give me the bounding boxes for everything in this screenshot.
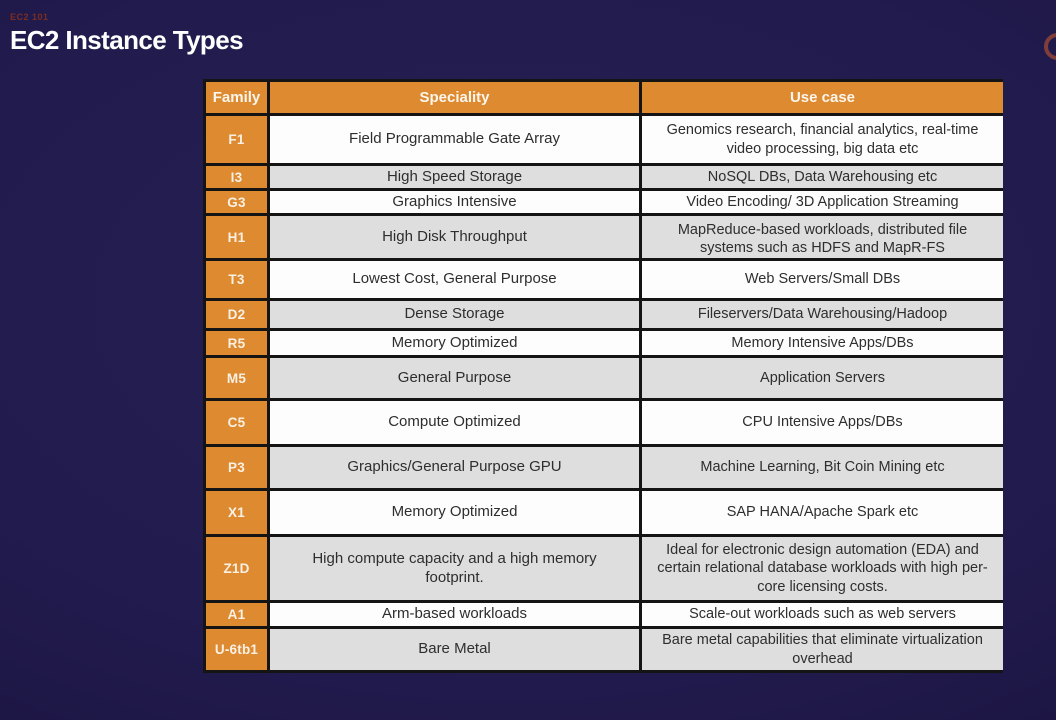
use-case-text: Scale-out workloads such as web servers	[689, 606, 956, 623]
speciality-text: High Speed Storage	[386, 167, 523, 185]
family-cell: I3	[203, 163, 270, 191]
table-row: Z1D High compute capacity and a high mem…	[203, 534, 1003, 603]
instance-types-table: Family Speciality Use case F1 Field Prog…	[203, 79, 1003, 673]
table-row: A1 Arm-based workloads Scale-out workloa…	[203, 600, 1003, 629]
use-case-cell: MapReduce-based workloads, distributed f…	[639, 213, 1003, 261]
family-cell: X1	[203, 488, 270, 537]
page-title: EC2 Instance Types	[10, 25, 244, 55]
speciality-cell: Field Programmable Gate Array	[267, 113, 642, 166]
table-row: T3 Lowest Cost, General Purpose Web Serv…	[203, 258, 1003, 301]
use-case-cell: SAP HANA/Apache Spark etc	[639, 488, 1003, 537]
table-header-row: Family Speciality Use case	[203, 79, 1003, 116]
table-row: U-6tb1 Bare Metal Bare metal capabilitie…	[203, 626, 1003, 673]
speciality-cell: High compute capacity and a high memory …	[267, 534, 642, 603]
family-cell: D2	[203, 298, 270, 331]
speciality-text: High Disk Throughput	[382, 227, 527, 245]
speciality-cell: Graphics/General Purpose GPU	[267, 444, 642, 491]
use-case-text: Ideal for electronic design automation (…	[657, 542, 988, 595]
instance-types-table-container: Family Speciality Use case F1 Field Prog…	[203, 79, 1003, 720]
speciality-cell: Dense Storage	[267, 298, 642, 331]
speciality-text: Graphics/General Purpose GPU	[347, 458, 562, 476]
table-body: F1 Field Programmable Gate Array Genomic…	[203, 113, 1003, 673]
use-case-text: Web Servers/Small DBs	[744, 271, 901, 288]
speciality-cell: Memory Optimized	[267, 488, 642, 537]
speciality-text: Memory Optimized	[391, 333, 518, 351]
use-case-text: NoSQL DBs, Data Warehousing etc	[707, 168, 938, 185]
column-header-use-case: Use case	[639, 79, 1003, 116]
use-case-text: SAP HANA/Apache Spark etc	[726, 504, 919, 521]
use-case-cell: NoSQL DBs, Data Warehousing etc	[639, 163, 1003, 191]
family-cell: M5	[203, 355, 270, 401]
speciality-cell: Memory Optimized	[267, 328, 642, 358]
column-header-speciality: Speciality	[267, 79, 642, 116]
table-row: P3 Graphics/General Purpose GPU Machine …	[203, 444, 1003, 491]
speciality-text: Field Programmable Gate Array	[349, 130, 560, 148]
table-row: M5 General Purpose Application Servers	[203, 355, 1003, 401]
use-case-cell: Memory Intensive Apps/DBs	[639, 328, 1003, 358]
use-case-cell: Application Servers	[639, 355, 1003, 401]
use-case-cell: Video Encoding/ 3D Application Streaming	[639, 188, 1003, 216]
use-case-cell: Web Servers/Small DBs	[639, 258, 1003, 301]
speciality-cell: Arm-based workloads	[267, 600, 642, 629]
column-header-family: Family	[203, 79, 270, 116]
partial-ring-logo-icon	[1044, 33, 1056, 60]
use-case-text: CPU Intensive Apps/DBs	[742, 414, 903, 431]
speciality-text: Dense Storage	[404, 305, 505, 323]
use-case-text: Video Encoding/ 3D Application Streaming	[686, 193, 959, 210]
use-case-text: Bare metal capabilities that eliminate v…	[662, 632, 983, 667]
family-cell: R5	[203, 328, 270, 358]
use-case-text: Genomics research, financial analytics, …	[666, 122, 979, 157]
speciality-cell: General Purpose	[267, 355, 642, 401]
use-case-text: Fileservers/Data Warehousing/Hadoop	[697, 306, 948, 323]
table-row: H1 High Disk Throughput MapReduce-based …	[203, 213, 1003, 261]
table-row: G3 Graphics Intensive Video Encoding/ 3D…	[203, 188, 1003, 216]
use-case-text: Memory Intensive Apps/DBs	[731, 334, 914, 351]
speciality-cell: Graphics Intensive	[267, 188, 642, 216]
speciality-text: High compute capacity and a high memory …	[312, 549, 597, 586]
use-case-cell: Scale-out workloads such as web servers	[639, 600, 1003, 629]
family-cell: U-6tb1	[203, 626, 270, 673]
use-case-cell: Fileservers/Data Warehousing/Hadoop	[639, 298, 1003, 331]
table-row: X1 Memory Optimized SAP HANA/Apache Spar…	[203, 488, 1003, 537]
speciality-text: Lowest Cost, General Purpose	[352, 270, 557, 288]
speciality-cell: Lowest Cost, General Purpose	[267, 258, 642, 301]
family-cell: G3	[203, 188, 270, 216]
course-eyebrow: EC2 101	[10, 12, 49, 22]
slide-header: EC2 101 EC2 Instance Types	[10, 12, 244, 56]
speciality-text: Arm-based workloads	[381, 605, 528, 623]
speciality-text: General Purpose	[397, 368, 512, 386]
family-cell: T3	[203, 258, 270, 301]
use-case-cell: Machine Learning, Bit Coin Mining etc	[639, 444, 1003, 491]
speciality-text: Bare Metal	[418, 640, 491, 658]
speciality-cell: Compute Optimized	[267, 398, 642, 447]
table-row: I3 High Speed Storage NoSQL DBs, Data Wa…	[203, 163, 1003, 191]
table-row: D2 Dense Storage Fileservers/Data Wareho…	[203, 298, 1003, 331]
speciality-cell: Bare Metal	[267, 626, 642, 673]
speciality-text: Memory Optimized	[391, 503, 518, 521]
family-cell: F1	[203, 113, 270, 166]
use-case-text: Machine Learning, Bit Coin Mining etc	[700, 459, 945, 476]
speciality-cell: High Speed Storage	[267, 163, 642, 191]
family-cell: P3	[203, 444, 270, 491]
use-case-cell: Bare metal capabilities that eliminate v…	[639, 626, 1003, 673]
use-case-cell: Genomics research, financial analytics, …	[639, 113, 1003, 166]
table-row: C5 Compute Optimized CPU Intensive Apps/…	[203, 398, 1003, 447]
speciality-cell: High Disk Throughput	[267, 213, 642, 261]
family-cell: Z1D	[203, 534, 270, 603]
family-cell: H1	[203, 213, 270, 261]
family-cell: A1	[203, 600, 270, 629]
speciality-text: Compute Optimized	[388, 413, 521, 431]
use-case-text: MapReduce-based workloads, distributed f…	[677, 222, 968, 255]
use-case-text: Application Servers	[760, 369, 885, 386]
table-row: R5 Memory Optimized Memory Intensive App…	[203, 328, 1003, 358]
table-row: F1 Field Programmable Gate Array Genomic…	[203, 113, 1003, 166]
family-cell: C5	[203, 398, 270, 447]
use-case-cell: CPU Intensive Apps/DBs	[639, 398, 1003, 447]
speciality-text: Graphics Intensive	[392, 192, 517, 210]
use-case-cell: Ideal for electronic design automation (…	[639, 534, 1003, 603]
